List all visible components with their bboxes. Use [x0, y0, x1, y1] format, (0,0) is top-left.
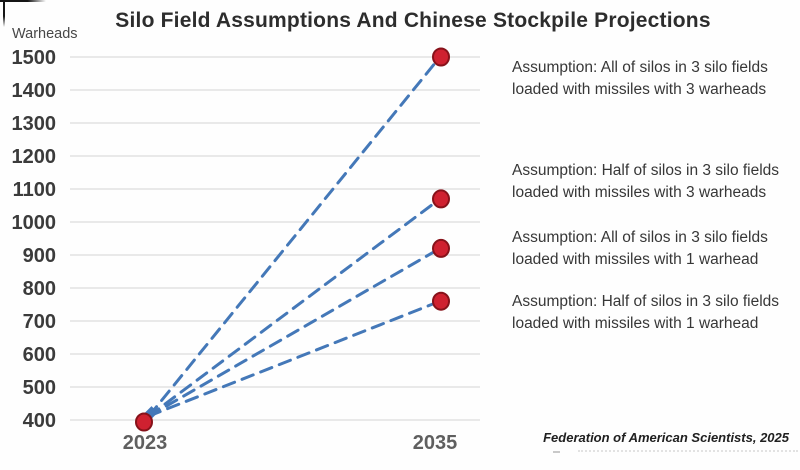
annotation-line: Assumption: Half of silos in 3 silo fiel…: [512, 162, 780, 179]
data-point-2035: [432, 189, 450, 209]
border-artifact-left: [3, 0, 5, 27]
bottom-dash-artifact: [553, 451, 560, 453]
annotation-half-silos-3-warheads: Assumption: Half of silos in 3 silo fiel…: [512, 160, 800, 203]
annotation-all-silos-3-warheads: Assumption: All of silos in 3 silo field…: [512, 57, 800, 100]
data-point-2035: [432, 291, 450, 311]
y-tick-label: 1500: [12, 47, 57, 69]
annotation-line: Assumption: All of silos in 3 silo field…: [512, 229, 768, 246]
annotation-line: loaded with missiles with 3 warheads: [512, 80, 767, 98]
projection-line: [147, 197, 442, 418]
annotation-line: Assumption: All of silos in 3 silo field…: [512, 59, 768, 76]
y-tick-label: 400: [23, 410, 56, 432]
data-point-2023: [135, 412, 153, 432]
annotation-line: loaded with missiles with 3 warheads: [512, 183, 767, 201]
annotation-line: loaded with missiles with 1 warhead: [512, 250, 759, 268]
y-tick-label: 800: [23, 278, 56, 300]
projection-line: [147, 299, 442, 418]
bottom-divider-artifact: [578, 450, 798, 452]
annotation-all-silos-1-warhead: Assumption: All of silos in 3 silo field…: [512, 227, 800, 270]
data-point-2035: [432, 47, 450, 67]
x-tick-label: 2023: [123, 432, 168, 454]
y-tick-label: 900: [23, 245, 56, 267]
annotation-half-silos-1-warhead: Assumption: Half of silos in 3 silo fiel…: [512, 291, 800, 334]
y-tick-label: 1300: [12, 113, 57, 135]
x-tick-label: 2035: [413, 432, 458, 454]
y-tick-label: 600: [23, 344, 56, 366]
annotation-line: loaded with missiles with 1 warhead: [512, 314, 759, 332]
projection-line: [147, 246, 442, 418]
data-point-2035: [432, 238, 450, 258]
y-axis-label: Warheads: [12, 26, 78, 42]
y-tick-label: 1000: [12, 212, 57, 234]
y-tick-label: 1400: [12, 80, 57, 102]
y-tick-label: 700: [23, 311, 56, 333]
attribution-text: Federation of American Scientists, 2025: [543, 430, 789, 445]
y-tick-label: 500: [23, 377, 56, 399]
border-artifact-top: [0, 0, 46, 2]
y-tick-label: 1100: [13, 179, 56, 201]
y-tick-label: 1200: [12, 146, 57, 168]
chart-title: Silo Field Assumptions And Chinese Stock…: [115, 9, 711, 32]
annotation-line: Assumption: Half of silos in 3 silo fiel…: [512, 293, 780, 310]
projection-line: [147, 55, 442, 418]
